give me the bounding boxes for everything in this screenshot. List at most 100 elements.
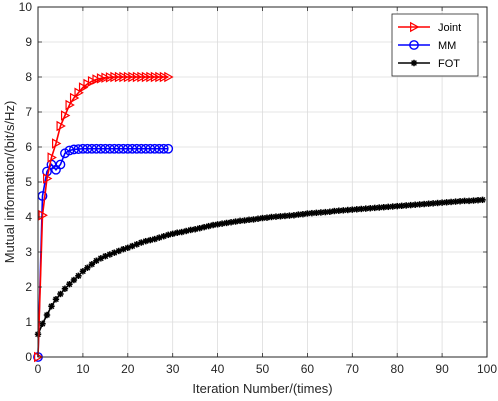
x-tick-label: 100 <box>477 362 497 376</box>
data-point-joint <box>146 71 156 83</box>
data-point-fot <box>416 201 423 208</box>
x-tick-label: 80 <box>391 362 405 376</box>
data-point-fot <box>75 272 82 279</box>
y-tick-label: 5 <box>25 175 32 189</box>
x-tick-label: 60 <box>301 362 315 376</box>
series-mm <box>33 143 174 362</box>
data-point-fot <box>61 285 69 292</box>
data-point-fot <box>281 212 289 220</box>
data-point-fot <box>402 202 410 209</box>
data-point-joint <box>60 110 71 121</box>
data-point-joint <box>110 71 120 83</box>
data-point-fot <box>88 261 96 268</box>
data-point-fot <box>236 217 244 225</box>
data-point-joint <box>56 120 66 132</box>
data-point-fot <box>178 228 185 236</box>
data-point-joint <box>141 71 152 83</box>
data-point-joint <box>83 78 93 90</box>
legend-marker-fot <box>410 59 418 67</box>
legend-marker-mm <box>409 40 419 50</box>
legend-item-mm: MM <box>398 40 456 52</box>
data-point-fot <box>43 311 51 319</box>
legend-label: Joint <box>438 22 461 34</box>
x-axis-label: Iteration Number/(times) <box>192 381 332 396</box>
data-point-fot <box>245 216 253 223</box>
data-point-fot <box>182 227 190 235</box>
data-point-fot <box>308 209 316 217</box>
x-tick-label: 30 <box>166 362 180 376</box>
data-point-joint <box>92 74 102 85</box>
y-tick-label: 3 <box>25 245 32 259</box>
data-point-joint <box>78 82 89 93</box>
y-tick-label: 7 <box>25 105 32 119</box>
y-tick-label: 8 <box>25 70 32 84</box>
data-point-mm <box>55 159 66 170</box>
data-point-fot <box>268 213 275 221</box>
data-point-fot <box>66 281 73 288</box>
x-tick-label: 20 <box>121 362 135 376</box>
data-point-fot <box>84 264 91 271</box>
data-point-fot <box>79 268 87 275</box>
data-point-fot <box>191 226 199 233</box>
data-point-joint <box>137 71 147 83</box>
y-tick-label: 9 <box>25 35 32 49</box>
data-point-joint <box>43 173 53 184</box>
data-point-joint <box>101 72 111 83</box>
legend: Joint MM FOT <box>391 13 479 77</box>
y-tick-label: 6 <box>25 140 32 154</box>
data-point-fot <box>39 320 46 327</box>
data-point-fot <box>304 210 311 217</box>
series-fot <box>34 196 486 338</box>
data-point-fot <box>313 209 320 216</box>
y-axis-label: Mutual information/(bit/s/Hz) <box>2 101 17 264</box>
data-point-joint <box>51 138 62 149</box>
data-point-joint <box>123 71 134 83</box>
x-tick-label: 40 <box>211 362 225 376</box>
data-point-fot <box>479 196 486 204</box>
data-point-joint <box>47 152 57 163</box>
data-point-fot <box>367 205 374 212</box>
data-point-fot <box>205 222 212 230</box>
legend-item-joint: Joint <box>398 21 461 34</box>
data-point-fot <box>169 230 176 237</box>
data-point-fot <box>93 257 100 264</box>
data-point-joint <box>69 92 80 104</box>
data-point-joint <box>105 72 116 83</box>
data-point-fot <box>371 204 378 212</box>
series-layer <box>33 71 486 363</box>
data-point-fot <box>142 237 149 245</box>
data-point-fot <box>335 207 343 214</box>
legend-item-fot: FOT <box>398 58 460 70</box>
data-point-joint <box>132 71 143 83</box>
data-point-joint <box>128 71 138 83</box>
series-line-mm <box>37 147 169 358</box>
data-point-joint <box>159 71 170 83</box>
data-point-fot <box>456 198 464 205</box>
data-point-joint <box>114 71 125 83</box>
data-point-fot <box>277 213 284 220</box>
data-point-mm <box>163 143 174 154</box>
y-tick-label: 4 <box>25 210 32 224</box>
data-point-mm <box>64 145 75 156</box>
x-tick-label: 50 <box>256 362 270 376</box>
data-point-joint <box>65 99 75 111</box>
y-tick-label: 1 <box>25 315 32 329</box>
data-point-joint <box>87 75 98 87</box>
data-point-fot <box>52 296 60 303</box>
x-tick-label: 0 <box>35 362 42 376</box>
data-point-joint <box>38 210 48 221</box>
legend-label: FOT <box>438 58 460 70</box>
x-tick-label: 90 <box>435 362 449 376</box>
data-point-mm <box>158 143 169 154</box>
data-point-fot <box>147 236 154 244</box>
legend-label: MM <box>438 40 456 52</box>
data-point-joint <box>119 71 129 83</box>
data-point-joint <box>155 71 165 83</box>
data-point-joint <box>164 71 174 83</box>
data-point-fot <box>48 303 55 310</box>
y-tick-label: 0 <box>25 350 32 364</box>
data-point-fot <box>452 198 459 205</box>
data-point-fot <box>165 231 172 239</box>
legend-marker-joint <box>410 21 420 33</box>
